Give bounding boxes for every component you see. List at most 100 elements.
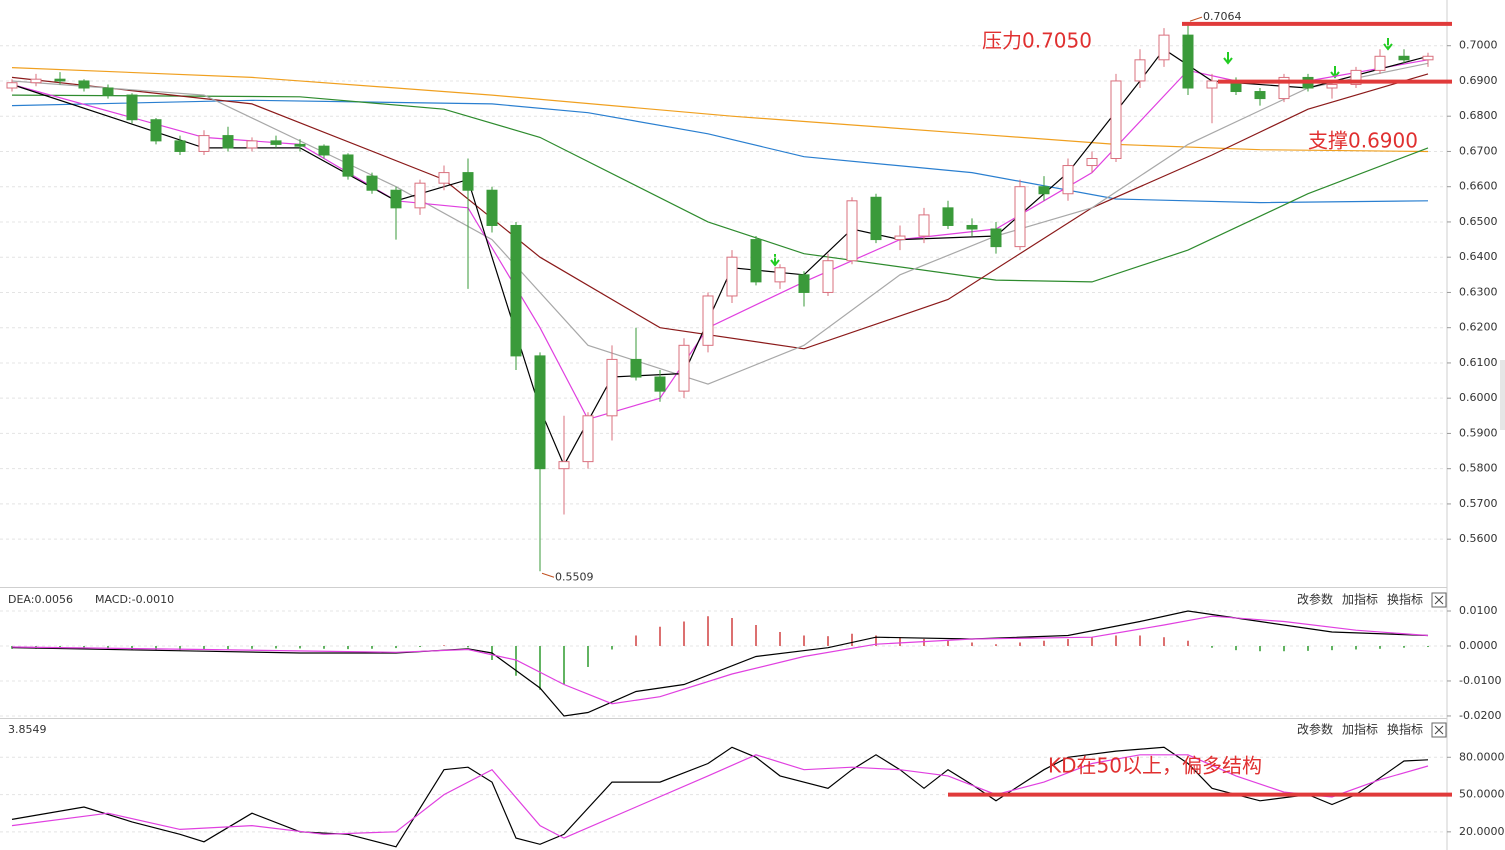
candle-body [54, 78, 66, 82]
annotation: 压力0.7050 [982, 29, 1092, 53]
scrollbar[interactable] [1500, 360, 1505, 430]
candle-body [198, 135, 210, 152]
candle-body [630, 358, 642, 378]
candle-body [1182, 34, 1194, 89]
indicator-line [11, 67, 1429, 153]
y-tick-label: 0.5600 [1459, 532, 1498, 545]
candle-body [78, 80, 90, 89]
extreme-label: 0.7064 [1203, 10, 1242, 23]
signal-arrows [770, 38, 1393, 267]
y-tick-label: -0.0100 [1459, 674, 1501, 687]
y-tick-label: 50.0000 [1459, 788, 1505, 801]
candle-body [534, 355, 546, 470]
candle-body [1086, 158, 1098, 167]
candle-body [870, 196, 882, 241]
candle-body [966, 224, 978, 230]
candle-body [1422, 55, 1434, 61]
y-tick-label: 0.6100 [1459, 356, 1498, 369]
candle-body [1038, 186, 1050, 195]
candle-body [1158, 34, 1170, 61]
candle-body [510, 224, 522, 357]
candle-body [822, 260, 834, 293]
candle-body [150, 119, 162, 142]
candle-body [438, 172, 450, 184]
toolbar-button[interactable]: 加指标 [1342, 592, 1378, 607]
indicator-value: MACD:-0.0010 [95, 593, 174, 606]
candle-body [390, 189, 402, 209]
y-tick-label: 0.5900 [1459, 426, 1498, 439]
close-icon [1434, 595, 1444, 605]
candle-body [606, 358, 618, 417]
candle-body [1278, 76, 1290, 100]
candle-body [774, 267, 786, 283]
indicator-value: DEA:0.0056 [8, 593, 73, 606]
candle-body [726, 256, 738, 297]
candle-body [678, 344, 690, 392]
candle-body [1254, 91, 1266, 100]
extreme-pointer [1189, 16, 1203, 22]
candle-body [342, 154, 354, 177]
candle-body [1350, 69, 1362, 85]
candle-body [558, 461, 570, 470]
y-tick-label: -0.0200 [1459, 709, 1501, 722]
candle-body [942, 207, 954, 226]
toolbar-button[interactable]: 改参数 [1297, 592, 1333, 607]
candle-body [1374, 55, 1386, 71]
y-tick-label: 0.6700 [1459, 144, 1498, 157]
indicator-line [11, 94, 1429, 283]
y-tick-label: 0.6900 [1459, 74, 1498, 87]
extreme-label: 0.5509 [555, 570, 594, 583]
candle-body [702, 295, 714, 346]
candle-body [990, 228, 1002, 248]
y-tick-label: 0.6800 [1459, 109, 1498, 122]
y-tick-label: 0.6600 [1459, 180, 1498, 193]
candle-body [894, 235, 906, 241]
y-tick-label: 0.7000 [1459, 39, 1498, 52]
annotation: 支撑0.6900 [1308, 129, 1418, 153]
candle-body [102, 87, 114, 96]
toolbar-button[interactable]: 换指标 [1387, 722, 1423, 737]
indicator-line [11, 73, 1429, 350]
candle-body [222, 135, 234, 149]
candle-body [1398, 55, 1410, 61]
candle-body [582, 415, 594, 463]
extreme-pointer [541, 572, 555, 578]
indicator-line [11, 615, 1429, 705]
y-tick-label: 0.6200 [1459, 321, 1498, 334]
y-tick-label: 0.6500 [1459, 215, 1498, 228]
candle-body [918, 214, 930, 237]
candle-body [318, 145, 330, 156]
y-tick-label: 0.5800 [1459, 462, 1498, 475]
y-tick-label: 0.0100 [1459, 604, 1498, 617]
candle-body [294, 143, 306, 147]
indicator-line [11, 754, 1429, 839]
candle-body [846, 200, 858, 262]
close-icon [1434, 725, 1444, 735]
toolbar-button[interactable]: 换指标 [1387, 592, 1423, 607]
candle-body [414, 182, 426, 209]
candle-body [462, 172, 474, 191]
candle-body [1134, 59, 1146, 82]
indicator-value: 3.8549 [8, 723, 47, 736]
candle-body [1014, 186, 1026, 248]
candle-body [1326, 83, 1338, 89]
toolbar-button[interactable]: 加指标 [1342, 722, 1378, 737]
y-tick-label: 0.6000 [1459, 391, 1498, 404]
candle-body [270, 140, 282, 145]
candle-body [6, 82, 18, 89]
candle-body [246, 140, 258, 149]
y-tick-label: 0.6300 [1459, 285, 1498, 298]
candle-body [798, 274, 810, 293]
toolbar-button[interactable]: 改参数 [1297, 722, 1333, 737]
y-tick-label: 0.0000 [1459, 639, 1498, 652]
y-tick-label: 0.5700 [1459, 497, 1498, 510]
y-tick-label: 0.6400 [1459, 250, 1498, 263]
indicator-line [11, 99, 1429, 204]
y-tick-label: 20.0000 [1459, 825, 1505, 838]
candle-body [750, 239, 762, 283]
candle-body [174, 140, 186, 152]
candle-body [1110, 80, 1122, 160]
y-tick-label: 80.0000 [1459, 750, 1505, 763]
